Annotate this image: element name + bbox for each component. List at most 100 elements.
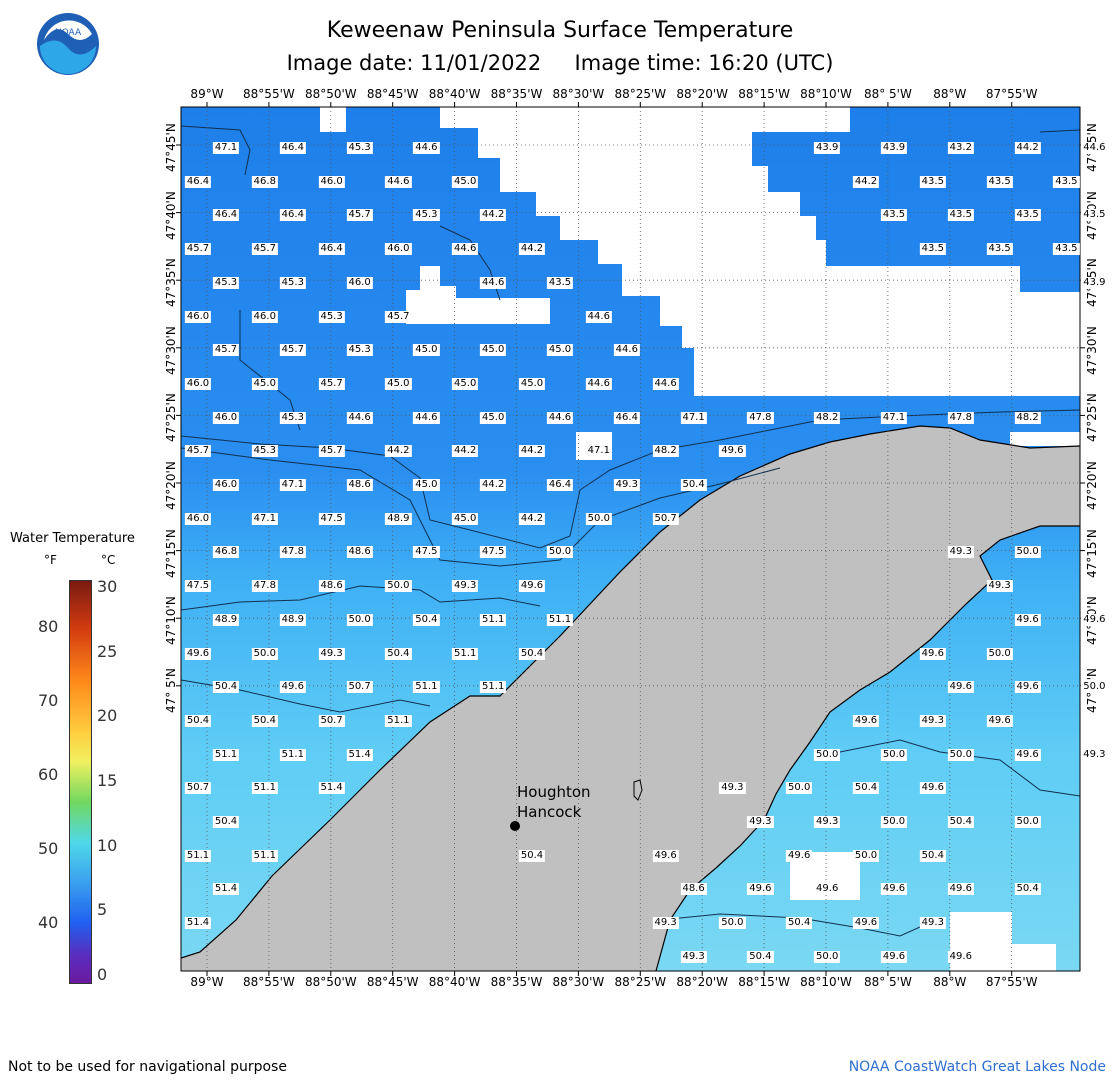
temperature-value: 50.0 — [814, 748, 841, 761]
temperature-value: 51.4 — [346, 748, 373, 761]
temperature-value: 45.3 — [251, 445, 278, 458]
temperature-value: 47.1 — [212, 142, 240, 154]
legend-tick-celsius: 0 — [97, 965, 108, 984]
temperature-value: 43.5 — [1014, 209, 1041, 222]
temperature-value: 46.8 — [251, 175, 278, 188]
temperature-value: 45.3 — [346, 344, 373, 357]
temperature-value: 49.6 — [852, 917, 880, 930]
temperature-value: 49.6 — [947, 950, 974, 963]
temperature-value: 47.8 — [747, 411, 774, 424]
temperature-value: 46.4 — [279, 209, 306, 222]
temperature-value: 50.7 — [184, 782, 212, 795]
temperature-value: 43.9 — [814, 142, 841, 154]
temperature-value: 45.7 — [346, 209, 373, 222]
cloud-mask-mid — [406, 266, 550, 324]
temperature-value: 45.7 — [318, 445, 345, 458]
legend-tick-fahrenheit: 70 — [38, 691, 59, 710]
map-frame — [180, 106, 1081, 972]
temperature-value: 50.0 — [251, 647, 278, 660]
temperature-value: 44.2 — [452, 445, 479, 458]
temperature-value: 49.3 — [318, 647, 345, 660]
latitude-label-left: 47°30'N — [164, 325, 178, 375]
longitude-label-bottom: 88°35'W — [490, 975, 543, 989]
temperature-value: 50.4 — [852, 782, 880, 795]
temperature-value: 44.6 — [413, 411, 440, 424]
longitude-label-bottom: 87°55'W — [985, 975, 1038, 989]
temperature-value: 44.6 — [346, 411, 373, 424]
city-label-houghton: Houghton — [517, 783, 591, 801]
temperature-value: 44.6 — [413, 142, 440, 154]
temperature-value: 50.4 — [385, 647, 412, 660]
temperature-value: 51.1 — [413, 681, 440, 694]
legend-unit-fahrenheit: °F — [44, 553, 57, 567]
temperature-value: 48.6 — [346, 546, 373, 559]
temperature-value: 44.6 — [613, 344, 640, 357]
temperature-value: 48.6 — [680, 883, 707, 896]
latitude-label-left: 47°10'N — [164, 596, 178, 646]
legend-title: Water Temperature — [10, 531, 135, 546]
temperature-value: 51.1 — [452, 647, 479, 660]
longitude-label-bottom: 88°25'W — [614, 975, 667, 989]
longitude-label-bottom: 88° 5'W — [863, 975, 912, 989]
coastline-south — [655, 525, 1080, 971]
longitude-label-top: 87°55'W — [985, 87, 1038, 101]
temperature-value: 50.0 — [546, 546, 574, 559]
temperature-value: 45.7 — [385, 310, 412, 323]
temperature-value: 49.6 — [947, 883, 974, 896]
temperature-value: 47.1 — [251, 512, 278, 525]
temperature-value: 44.2 — [852, 175, 880, 188]
temperature-value: 45.3 — [346, 142, 373, 154]
temperature-value: 45.0 — [413, 344, 440, 357]
temperature-value: 43.5 — [919, 175, 946, 188]
temperature-value: 51.1 — [480, 613, 507, 626]
temperature-value: 51.1 — [184, 849, 212, 862]
temperature-value: 45.0 — [480, 344, 507, 357]
temperature-value: 45.7 — [318, 377, 345, 390]
longitude-label-top: 88°20'W — [676, 87, 729, 101]
keweenaw-peninsula-land — [181, 426, 1080, 971]
temperature-value: 48.9 — [385, 512, 412, 525]
temperature-value: 46.0 — [212, 479, 240, 491]
temperature-value: 46.4 — [546, 479, 574, 491]
temperature-value: 44.2 — [1014, 142, 1041, 154]
temperature-value: 49.3 — [919, 917, 946, 930]
temperature-value: 49.6 — [719, 445, 746, 458]
temperature-value: 48.6 — [318, 580, 345, 593]
temperature-value: 49.3 — [719, 782, 746, 795]
temperature-value: 45.3 — [212, 276, 240, 289]
temperature-value: 49.6 — [518, 580, 546, 593]
temperature-value: 44.2 — [518, 445, 546, 458]
temperature-value: 46.0 — [212, 411, 240, 424]
cloud-mask-north — [320, 107, 1080, 396]
temperature-value: 51.4 — [318, 782, 345, 795]
longitude-label-top: 89°W — [190, 87, 224, 101]
temperature-value: 45.0 — [413, 479, 440, 491]
legend-tick-celsius: 30 — [97, 577, 118, 596]
temperature-value: 43.5 — [1053, 175, 1080, 188]
temperature-value: 50.0 — [346, 613, 373, 626]
temperature-value: 50.4 — [212, 816, 240, 828]
temperature-value: 50.4 — [919, 849, 946, 862]
temperature-value: 43.5 — [1053, 243, 1080, 256]
temperature-value: 49.6 — [184, 647, 212, 660]
temperature-value: 45.3 — [279, 411, 306, 424]
temperature-value: 51.1 — [546, 613, 574, 626]
temperature-value: 49.6 — [814, 883, 841, 896]
temperature-value: 45.0 — [452, 175, 479, 188]
temperature-value: 45.3 — [318, 310, 345, 323]
longitude-label-bottom: 89°W — [190, 975, 224, 989]
temperature-value: 43.5 — [1081, 209, 1108, 222]
temperature-value: 45.7 — [279, 344, 306, 357]
temperature-value: 47.8 — [251, 580, 278, 593]
noaa-logo: NOAA — [36, 12, 100, 76]
temperature-value: 49.3 — [814, 816, 841, 828]
image-datetime: Image date: 11/01/2022 Image time: 16:20… — [286, 51, 834, 75]
temperature-value: 45.0 — [385, 377, 412, 390]
temperature-value: 46.0 — [318, 175, 345, 188]
temperature-value: 49.3 — [919, 714, 946, 727]
temperature-value: 46.8 — [212, 546, 240, 559]
temperature-value: 47.1 — [880, 411, 908, 424]
legend-tick-fahrenheit: 80 — [38, 617, 59, 636]
legend-unit-celsius: °C — [101, 553, 116, 567]
temperature-value: 50.4 — [251, 714, 278, 727]
